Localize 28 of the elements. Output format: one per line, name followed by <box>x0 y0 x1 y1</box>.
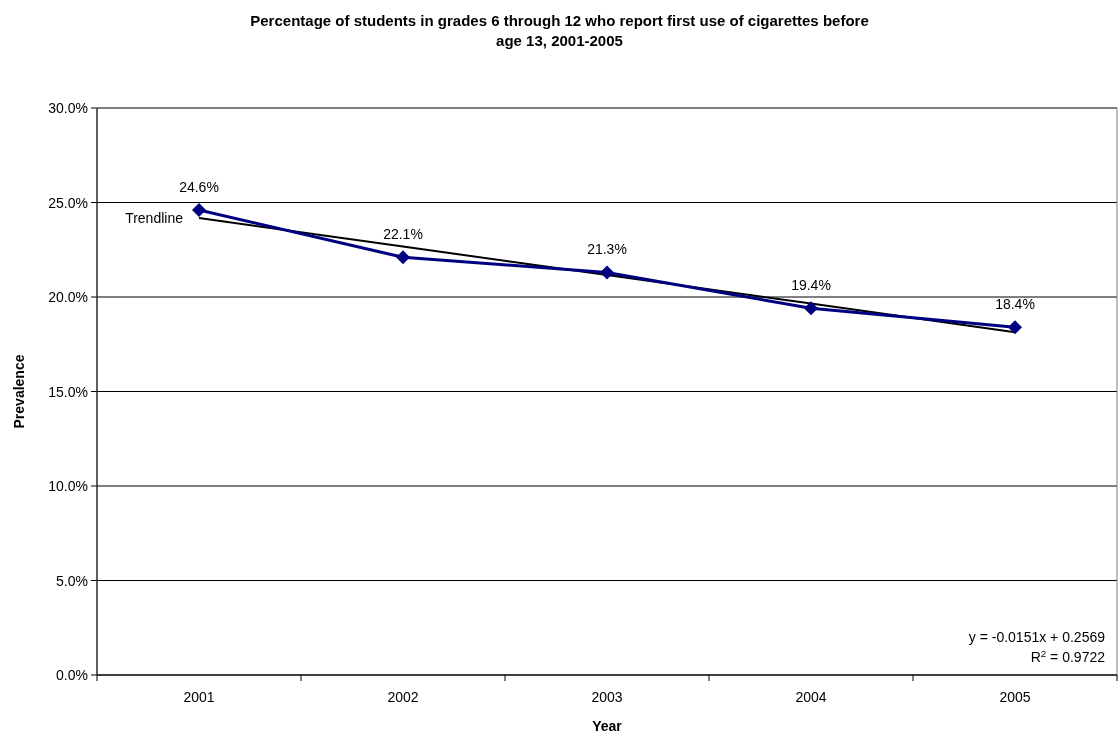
annotation: R$^{2}$ = 0.9722 <box>1030 647 1106 665</box>
x-tick-label: 2003 <box>591 689 623 705</box>
x-tick-label: 2005 <box>999 689 1031 705</box>
point <box>1008 320 1022 335</box>
x-axis-title: Year <box>592 718 623 734</box>
annotation: y = -0.0151x + 0.2569 <box>968 629 1106 645</box>
y-tick-label: 15.0% <box>48 383 88 400</box>
x-tick-label: 2001 <box>183 689 215 705</box>
data-label: 19.4% <box>791 277 831 294</box>
y-axis-title: Prevalence <box>11 354 27 429</box>
data-label: 24.6% <box>179 179 219 196</box>
point <box>192 203 206 218</box>
data-label: 18.4% <box>995 296 1035 313</box>
point <box>600 265 614 280</box>
data-label: 21.3% <box>587 241 627 258</box>
series-label: Trendline <box>125 210 184 226</box>
y-tick-label: 30.0% <box>48 100 88 116</box>
y-tick-label: 25.0% <box>48 194 88 211</box>
point <box>396 250 410 265</box>
y-tick-label: 5.0% <box>56 572 88 589</box>
x-tick-label: 2004 <box>795 689 827 705</box>
y-tick-label: 20.0% <box>48 289 88 305</box>
x-tick-label: 2002 <box>387 689 419 705</box>
y-tick-label: 10.0% <box>48 478 88 494</box>
chart-title: Percentage of students in grades 6 through 12 who report first use of cigarettes before age 13, 2001-2005 <box>250 12 869 49</box>
y-tick-label: 0.0% <box>56 667 88 683</box>
data-label: 22.1% <box>383 226 423 243</box>
point <box>804 301 818 316</box>
